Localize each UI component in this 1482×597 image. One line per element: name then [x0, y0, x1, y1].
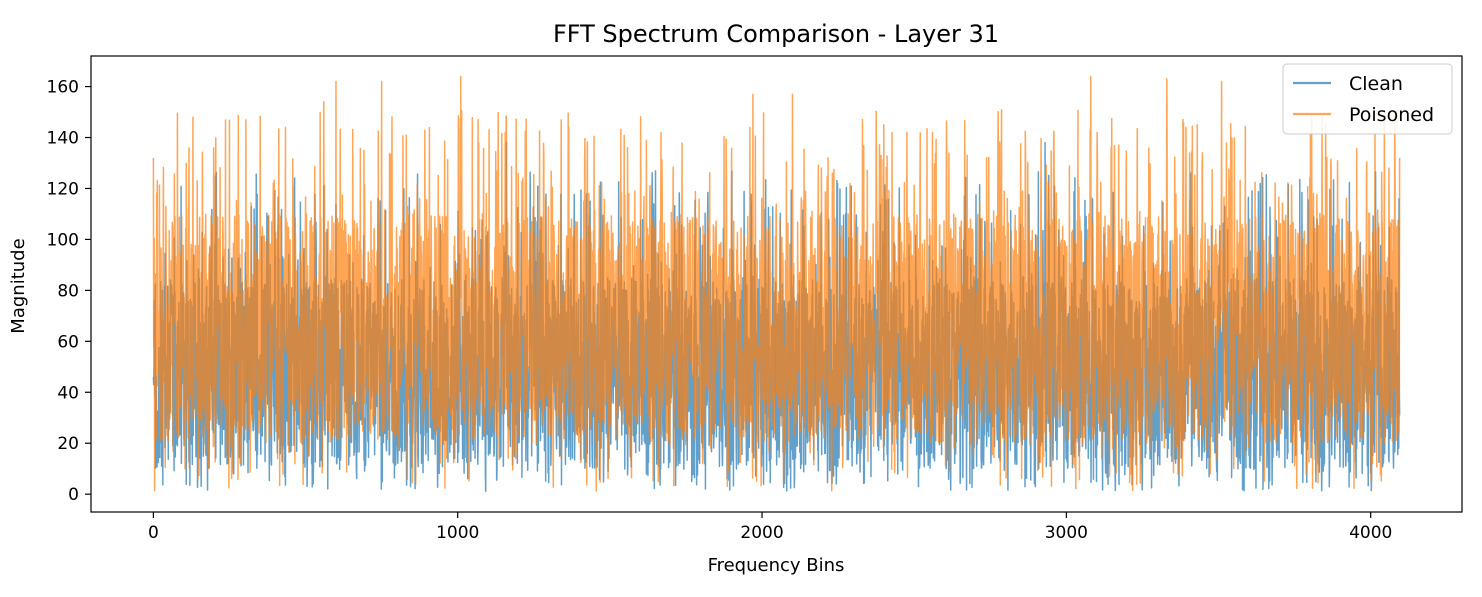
x-tick-label: 0 [148, 523, 159, 543]
y-tick-label: 100 [47, 230, 79, 250]
y-tick-label: 60 [57, 332, 79, 352]
x-tick-label: 3000 [1045, 523, 1088, 543]
x-tick-label: 4000 [1349, 523, 1392, 543]
x-axis: 0 1000 2000 3000 4000 [148, 512, 1392, 543]
y-tick-label: 0 [68, 485, 79, 505]
y-tick-label: 140 [47, 129, 79, 149]
plot-area [90, 55, 1463, 513]
series-line-poisoned [152, 75, 1401, 492]
y-tick-label: 80 [57, 281, 79, 301]
y-tick-label: 40 [57, 383, 79, 403]
legend-label-clean: Clean [1349, 73, 1403, 95]
legend-label-poisoned: Poisoned [1349, 104, 1434, 126]
y-tick-label: 20 [57, 434, 79, 454]
legend-box [1282, 63, 1453, 135]
x-tick-label: 2000 [740, 523, 783, 543]
legend: Clean Poisoned [1282, 63, 1453, 135]
y-axis-label: Magnitude [8, 238, 29, 333]
x-tick-label: 1000 [436, 523, 479, 543]
x-axis-label: Frequency Bins [708, 555, 845, 576]
chart-title: FFT Spectrum Comparison - Layer 31 [553, 20, 999, 48]
y-tick-label: 120 [47, 179, 79, 199]
y-axis: 0 20 40 60 80 100 120 140 160 [47, 78, 91, 505]
series-layer [152, 75, 1401, 492]
y-tick-label: 160 [47, 78, 79, 98]
